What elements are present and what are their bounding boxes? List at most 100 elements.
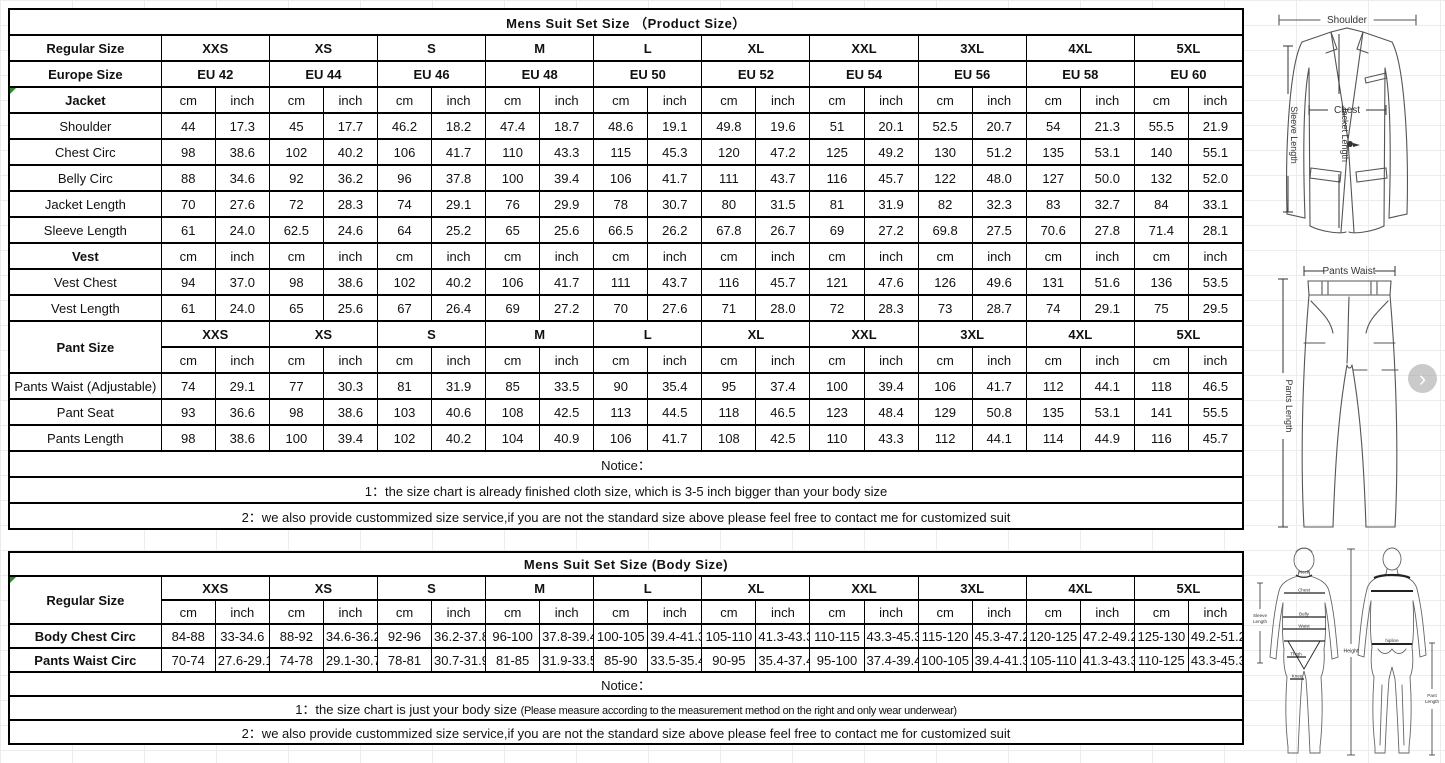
- jacket-sleeve-length-label: Sleeve Length: [1289, 106, 1299, 164]
- value-cell: 17.3: [214, 112, 270, 140]
- value-cell: 62.5: [268, 216, 324, 244]
- body-thigh-label: Thigh: [1290, 652, 1302, 657]
- value-cell: 98: [160, 138, 216, 166]
- value-cell: 108: [485, 398, 541, 426]
- unit-cell: cm: [1133, 346, 1189, 374]
- value-cell: 20.7: [971, 112, 1027, 140]
- body-hipline-label: hipline: [1385, 638, 1399, 643]
- value-cell: 64: [376, 216, 433, 244]
- unit-cell: cm: [1025, 599, 1081, 625]
- value-cell: 84: [1133, 190, 1189, 218]
- europe-size-cell: EU 48: [485, 60, 595, 88]
- row-label: Pants Waist Circ: [8, 647, 162, 673]
- value-cell: 105-110: [701, 623, 757, 649]
- value-cell: 29.5: [1187, 294, 1244, 322]
- value-cell: 47.6: [863, 268, 919, 296]
- value-cell: 38.6: [322, 398, 378, 426]
- value-cell: 47.2: [755, 138, 811, 166]
- value-cell: 135: [1025, 138, 1081, 166]
- unit-cell: cm: [809, 86, 865, 114]
- unit-cell: inch: [214, 599, 270, 625]
- value-cell: 27.2: [539, 294, 595, 322]
- value-cell: 141: [1133, 398, 1189, 426]
- value-cell: 42.5: [755, 424, 811, 452]
- value-cell: 48.0: [971, 164, 1027, 192]
- value-cell: 100-105: [917, 647, 973, 673]
- unit-cell: inch: [539, 599, 595, 625]
- unit-cell: inch: [755, 346, 811, 374]
- value-cell: 45: [268, 112, 324, 140]
- value-cell: 74: [1025, 294, 1081, 322]
- notice-line: 2：we also provide custommized size servi…: [8, 719, 1244, 745]
- value-cell: 41.7: [647, 424, 703, 452]
- value-cell: 102: [268, 138, 324, 166]
- value-cell: 84-88: [160, 623, 216, 649]
- value-cell: 30.7: [647, 190, 703, 218]
- value-cell: 27.8: [1079, 216, 1135, 244]
- notice-line-main: 1：the size chart is just your body size: [295, 701, 521, 717]
- unit-cell: cm: [376, 86, 433, 114]
- carousel-next-button[interactable]: ›: [1408, 364, 1437, 393]
- value-cell: 34.6-36.2: [322, 623, 378, 649]
- unit-cell: cm: [160, 346, 216, 374]
- unit-cell: inch: [1187, 346, 1244, 374]
- value-cell: 55.5: [1187, 398, 1244, 426]
- value-cell: 88: [160, 164, 216, 192]
- value-cell: 43.3: [539, 138, 595, 166]
- unit-cell: inch: [1079, 346, 1135, 374]
- value-cell: 21.3: [1079, 112, 1135, 140]
- size-header-cell: XL: [701, 34, 811, 62]
- value-cell: 25.6: [322, 294, 378, 322]
- value-cell: 39.4: [539, 164, 595, 192]
- unit-cell: inch: [863, 242, 919, 270]
- value-cell: 25.6: [539, 216, 595, 244]
- value-cell: 21.9: [1187, 112, 1244, 140]
- value-cell: 75: [1133, 294, 1189, 322]
- unit-cell: inch: [431, 242, 487, 270]
- europe-size-cell: EU 44: [268, 60, 378, 88]
- row-label: Chest Circ: [8, 138, 162, 166]
- value-cell: 45.7: [1187, 424, 1244, 452]
- body-pant-length-label-2: Length: [1425, 699, 1439, 704]
- value-cell: 61: [160, 294, 216, 322]
- value-cell: 49.6: [971, 268, 1027, 296]
- unit-cell: cm: [917, 86, 973, 114]
- value-cell: 35.4: [647, 372, 703, 400]
- body-waist-label: Waist: [1298, 624, 1310, 629]
- value-cell: 65: [485, 216, 541, 244]
- unit-cell: cm: [160, 599, 216, 625]
- value-cell: 44.1: [1079, 372, 1135, 400]
- value-cell: 33.5: [539, 372, 595, 400]
- chevron-right-icon: ›: [1418, 365, 1427, 391]
- body-height-label: Height: [1344, 649, 1360, 655]
- value-cell: 72: [268, 190, 324, 218]
- value-cell: 41.7: [647, 164, 703, 192]
- value-cell: 43.7: [647, 268, 703, 296]
- unit-cell: inch: [1187, 86, 1244, 114]
- size-header-cell: 5XL: [1133, 575, 1244, 601]
- europe-size-cell: EU 46: [376, 60, 487, 88]
- value-cell: 69: [809, 216, 865, 244]
- unit-cell: inch: [322, 86, 378, 114]
- value-cell: 112: [917, 424, 973, 452]
- value-cell: 98: [160, 424, 216, 452]
- notice-line: 2：we also provide custommized size servi…: [8, 502, 1244, 530]
- body-belly-label: Belly: [1299, 612, 1310, 617]
- value-cell: 112: [1025, 372, 1081, 400]
- value-cell: 31.9-33.5: [539, 647, 595, 673]
- unit-cell: cm: [809, 599, 865, 625]
- row-label: Jacket Length: [8, 190, 162, 218]
- value-cell: 125-130: [1133, 623, 1189, 649]
- value-cell: 53.1: [1079, 398, 1135, 426]
- value-cell: 90: [593, 372, 649, 400]
- value-cell: 50.0: [1079, 164, 1135, 192]
- value-cell: 30.3: [322, 372, 378, 400]
- value-cell: 41.3-43.3: [1079, 647, 1135, 673]
- unit-cell: cm: [485, 346, 541, 374]
- size-header-cell: XL: [701, 575, 811, 601]
- value-cell: 43.7: [755, 164, 811, 192]
- value-cell: 48.4: [863, 398, 919, 426]
- europe-size-cell: EU 52: [701, 60, 811, 88]
- value-cell: 74-78: [268, 647, 324, 673]
- size-header-cell: M: [485, 575, 595, 601]
